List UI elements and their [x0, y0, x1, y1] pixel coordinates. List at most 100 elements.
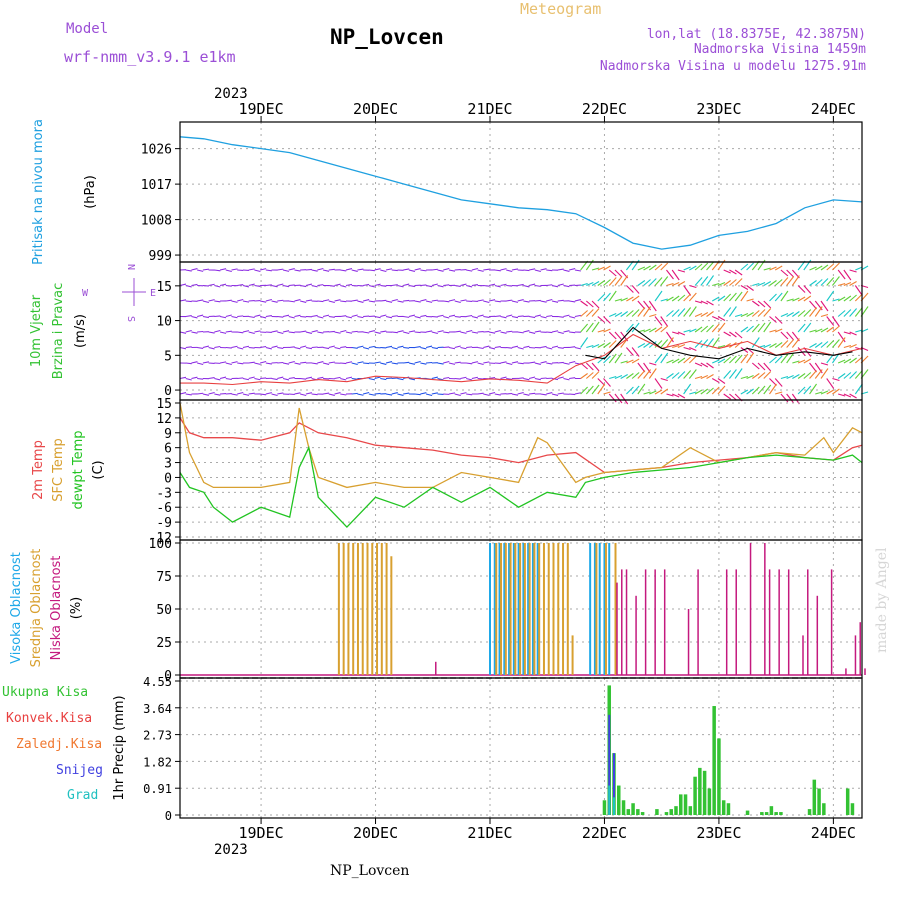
wind-barb [254, 377, 261, 381]
wind-barb [792, 297, 800, 302]
wind-barb [254, 330, 261, 333]
wind-barb [477, 362, 484, 366]
wind-barb [763, 371, 772, 379]
wind-barb [431, 331, 438, 335]
wind-barb [689, 328, 697, 333]
wind-barb [557, 315, 564, 318]
wind-barb [809, 362, 817, 373]
wind-barb [591, 371, 600, 379]
wind-barb [774, 342, 783, 348]
wind-barb [494, 284, 501, 288]
wind-barb [322, 362, 330, 365]
wind-barb [757, 372, 766, 379]
wind-barb [837, 359, 846, 364]
wind-barb [202, 268, 209, 271]
precip-bar [693, 776, 697, 815]
wind-barb [260, 345, 267, 349]
wind-barb [660, 388, 669, 395]
precip-bar [807, 809, 812, 815]
wind-barb [591, 300, 600, 309]
wind-barb [569, 331, 576, 334]
wind-barb [597, 329, 605, 333]
wind-barb [454, 393, 461, 397]
wind-barb [202, 345, 210, 349]
wind-barb [837, 310, 846, 317]
wind-barb [345, 361, 353, 364]
panel-ylabel: (m/s) [73, 314, 88, 348]
wind-barb [317, 361, 324, 364]
wind-barb [700, 312, 709, 317]
wind-barb [660, 352, 669, 364]
wind-barb [608, 269, 617, 277]
wind-barb [826, 277, 835, 286]
wind-barb [648, 264, 657, 271]
wind-barb [214, 284, 221, 288]
wind-barb [585, 300, 594, 308]
wind-barb [757, 362, 766, 371]
wind-barb [780, 331, 789, 340]
wind-barb [717, 281, 726, 287]
wind-barb [826, 316, 835, 326]
wind-barb [225, 330, 232, 333]
wind-barb [466, 393, 473, 396]
wind-barb [305, 346, 313, 350]
wind-barb [237, 283, 244, 287]
wind-barb [797, 373, 806, 379]
wind-barb [540, 361, 547, 364]
wind-barb [580, 300, 588, 307]
wind-barb [219, 376, 227, 380]
wind-barb [443, 300, 450, 303]
wind-barb [328, 345, 335, 349]
precip-bar [617, 785, 621, 815]
precip-legend-item: Grad [67, 788, 98, 803]
wind-barb [757, 385, 766, 395]
wind-barb [797, 359, 806, 364]
wind-barb [408, 377, 416, 381]
wind-barb [431, 376, 438, 380]
wind-barb [385, 393, 393, 396]
wind-barb [769, 383, 777, 395]
wind-barb [277, 376, 284, 380]
wind-barb [345, 268, 353, 271]
wind-barb [751, 310, 760, 317]
wind-barb [523, 345, 530, 349]
y-tick-label: -3 [156, 486, 172, 501]
wind-barb [820, 362, 829, 366]
wind-barb [414, 268, 421, 271]
wind-barb [574, 346, 582, 350]
wind-barb [580, 386, 589, 395]
wind-barb [631, 372, 640, 379]
wind-barb [265, 298, 272, 302]
wind-barb [408, 269, 416, 272]
wind-barb [591, 362, 600, 372]
wind-barb [385, 300, 393, 303]
wind-barb [689, 284, 697, 289]
wind-barb [649, 362, 657, 366]
wind-barb [391, 269, 398, 272]
wind-barb [282, 284, 290, 288]
wind-barb [231, 268, 238, 271]
wind-barb [700, 374, 709, 380]
wind-barb [351, 299, 358, 302]
wind-barb [557, 283, 564, 287]
wind-barb [225, 362, 232, 366]
wind-barb [580, 373, 588, 379]
wind-barb [477, 377, 484, 380]
wind-barb [431, 283, 438, 287]
wind-barb [717, 378, 726, 384]
panel-ylabel: Pritisak na nivou mora [31, 119, 46, 265]
wind-barb [597, 356, 606, 364]
wind-barb [437, 377, 444, 381]
y-tick-label: 0.91 [143, 782, 172, 796]
wind-barb [214, 329, 221, 333]
wind-barb [185, 362, 192, 365]
wind-barb [529, 392, 536, 395]
precip-bar [626, 809, 631, 815]
precip-bar [613, 753, 615, 815]
wind-barb [334, 331, 341, 334]
wind-barb [843, 393, 852, 398]
wind-barb [488, 299, 496, 302]
wind-barb [271, 393, 278, 397]
wind-barb [322, 314, 330, 318]
wind-barb [425, 284, 433, 288]
